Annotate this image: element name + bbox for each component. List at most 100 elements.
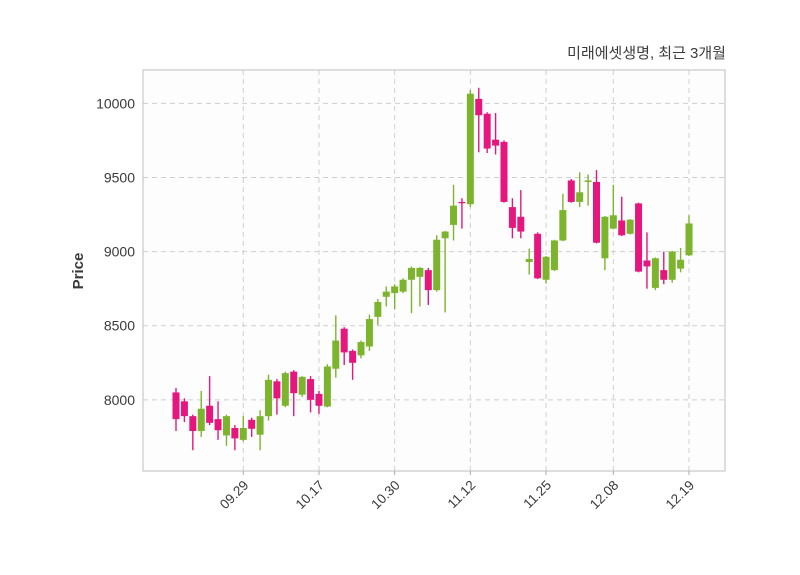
candle-body xyxy=(416,267,424,277)
candle-body xyxy=(517,216,525,232)
candle xyxy=(281,371,289,408)
candle xyxy=(189,414,197,451)
candle-body xyxy=(626,219,634,234)
candle xyxy=(374,299,382,325)
candle xyxy=(576,172,584,208)
candle xyxy=(273,379,281,415)
candle-body xyxy=(273,381,281,399)
candle xyxy=(315,390,323,414)
candle-body xyxy=(500,141,508,202)
candle-body xyxy=(458,201,466,204)
y-tick-label: 10000 xyxy=(96,95,135,111)
candle xyxy=(222,414,230,446)
plot-area-border xyxy=(142,69,726,472)
candle xyxy=(601,216,609,271)
y-tick-label: 9500 xyxy=(104,169,135,185)
candle-body xyxy=(349,350,357,363)
x-tick-label: 10.30 xyxy=(368,478,403,513)
candle xyxy=(668,250,676,283)
svg-text:11.25: 11.25 xyxy=(520,478,554,512)
candle-body xyxy=(239,428,247,440)
y-tick-label: 8500 xyxy=(104,318,135,334)
candle-body xyxy=(508,207,516,228)
candle-body xyxy=(576,192,584,202)
candle xyxy=(651,257,659,291)
candle xyxy=(483,112,491,154)
candle xyxy=(180,398,188,423)
candle xyxy=(508,198,516,239)
candle-body xyxy=(433,239,441,291)
chart-title: 미래에셋생명, 최근 3개월 xyxy=(567,45,726,62)
candle xyxy=(584,174,592,206)
candle-body xyxy=(382,291,390,297)
candle-body xyxy=(643,260,651,267)
candle xyxy=(475,87,483,153)
y-axis-tick-labels: 10000 9500 9000 8500 8000 xyxy=(96,95,135,407)
candle xyxy=(206,376,214,426)
candle xyxy=(492,112,500,155)
candle-body xyxy=(466,93,474,205)
candle xyxy=(458,198,466,229)
candle xyxy=(677,247,685,273)
candle xyxy=(441,230,449,313)
candle xyxy=(349,349,357,380)
candle xyxy=(399,278,407,294)
svg-text:09.29: 09.29 xyxy=(217,478,252,513)
svg-text:12.19: 12.19 xyxy=(663,478,698,513)
candle-body xyxy=(332,340,340,369)
candle xyxy=(407,266,415,314)
candle-body xyxy=(222,416,230,436)
candle xyxy=(239,416,247,442)
candle-body xyxy=(323,366,331,407)
candle xyxy=(197,390,205,437)
candle xyxy=(256,410,264,451)
candle xyxy=(265,374,273,421)
candle xyxy=(214,401,222,440)
candle xyxy=(525,248,533,275)
candle xyxy=(340,327,348,366)
x-tick-label: 11.12 xyxy=(445,478,479,512)
candle xyxy=(567,178,575,203)
candle-body xyxy=(290,371,298,394)
candle-body xyxy=(550,240,558,271)
candle xyxy=(365,314,373,351)
x-axis-tick-marks xyxy=(242,471,690,475)
candle xyxy=(290,370,298,417)
candle-body xyxy=(593,181,600,243)
candle-body xyxy=(214,419,222,431)
candle xyxy=(500,140,508,203)
x-tick-label: 09.29 xyxy=(217,478,252,513)
candle-body xyxy=(197,408,205,431)
candle xyxy=(323,364,331,408)
candle-body xyxy=(635,203,643,272)
candle-body xyxy=(475,98,483,116)
candle xyxy=(660,251,668,285)
candle-body xyxy=(265,379,273,417)
candle-body xyxy=(307,379,315,400)
candle-body xyxy=(424,270,432,291)
candle-body xyxy=(407,267,415,280)
svg-text:10.17: 10.17 xyxy=(293,478,328,513)
x-tick-label: 10.17 xyxy=(293,478,328,513)
x-tick-label: 12.19 xyxy=(663,478,698,513)
candle-body xyxy=(441,231,449,239)
candle-body xyxy=(357,342,365,356)
candle xyxy=(307,376,315,413)
candle xyxy=(172,387,180,431)
candle xyxy=(357,340,365,359)
candle-body xyxy=(618,220,626,236)
candle-body xyxy=(399,279,407,292)
candle-body xyxy=(256,416,264,435)
candle-body xyxy=(677,259,685,269)
candle-body xyxy=(315,393,323,406)
x-tick-label: 12.08 xyxy=(587,478,622,513)
candle-body xyxy=(660,270,668,280)
candle xyxy=(332,315,340,378)
candle-body xyxy=(601,216,609,259)
candle xyxy=(618,196,626,237)
candle-body xyxy=(365,319,373,347)
y-tick-label: 8000 xyxy=(104,392,135,408)
candle xyxy=(635,202,643,273)
